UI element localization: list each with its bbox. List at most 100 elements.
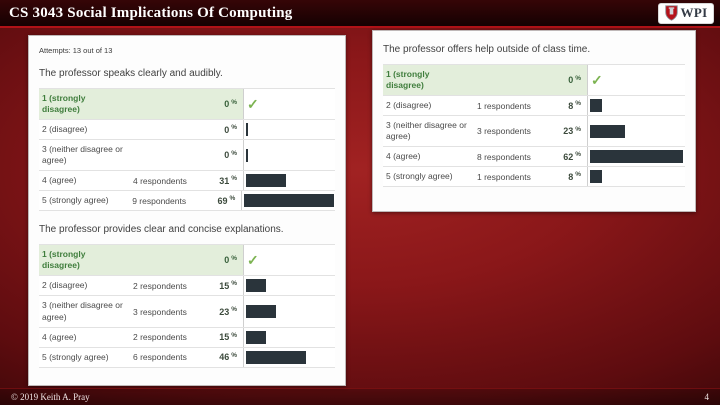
percent-number: 0 bbox=[224, 99, 230, 110]
bar-cell: ✓ bbox=[243, 171, 335, 191]
table-row: 2 (disagree) 2 respondents 15 % ✓ bbox=[39, 276, 335, 297]
answer-label: 4 (agree) bbox=[42, 175, 77, 186]
respondents-count bbox=[129, 245, 205, 275]
answer-label: 3 (neither disagree or agree) bbox=[386, 120, 467, 142]
table-row: 1 (strongly disagree) 0 % ✓ bbox=[383, 65, 685, 97]
answer-label: 1 (strongly disagree) bbox=[42, 249, 86, 271]
bar bbox=[246, 305, 276, 319]
percent-value: 8 % bbox=[549, 167, 587, 186]
page-number: 4 bbox=[704, 392, 710, 402]
table-row: 4 (agree) 4 respondents 31 % ✓ bbox=[39, 171, 335, 192]
question-block-help: The professor offers help outside of cla… bbox=[383, 44, 685, 188]
wpi-logo-text: WPI bbox=[680, 5, 708, 20]
percent-value: 0 % bbox=[205, 89, 243, 119]
answer-label: 2 (disagree) bbox=[386, 100, 432, 111]
percent-value: 69 % bbox=[204, 191, 242, 210]
percent-sign: % bbox=[575, 100, 581, 108]
respondents-count bbox=[473, 65, 549, 95]
bar-cell: ✓ bbox=[243, 347, 335, 367]
bar-cell: ✓ bbox=[587, 65, 685, 96]
slide-title: CS 3043 Social Implications Of Computing bbox=[9, 4, 293, 21]
table-row: 2 (disagree) 0 % ✓ bbox=[39, 120, 335, 141]
percent-number: 0 bbox=[568, 75, 574, 86]
respondents-count bbox=[129, 140, 205, 170]
bar bbox=[246, 123, 248, 137]
table-row: 4 (agree) 8 respondents 62 % ✓ bbox=[383, 147, 685, 168]
respondents-count: 2 respondents bbox=[133, 332, 187, 343]
percent-number: 15 bbox=[219, 332, 230, 343]
respondents-count: 1 respondents bbox=[477, 100, 531, 111]
answer-label: 4 (agree) bbox=[42, 331, 77, 342]
answer-label: 3 (neither disagree or agree) bbox=[42, 300, 123, 322]
table-row: 1 (strongly disagree) 0 % ✓ bbox=[39, 245, 335, 277]
table-row: 1 (strongly disagree) 0 % ✓ bbox=[39, 89, 335, 121]
respondents-count bbox=[129, 89, 205, 119]
question-block-explanations: The professor provides clear and concise… bbox=[39, 224, 335, 368]
percent-sign: % bbox=[231, 175, 237, 183]
wpi-logo: WPI bbox=[658, 2, 714, 24]
bar bbox=[246, 330, 266, 344]
percent-value: 0 % bbox=[205, 140, 243, 170]
check-icon: ✓ bbox=[247, 96, 259, 113]
bar bbox=[590, 170, 602, 184]
bar-cell: ✓ bbox=[587, 167, 685, 187]
percent-number: 0 bbox=[224, 150, 230, 161]
respondents-count: 8 respondents bbox=[477, 151, 531, 162]
percent-number: 0 bbox=[224, 255, 230, 266]
check-icon: ✓ bbox=[247, 252, 259, 269]
question-block-speaks: The professor speaks clearly and audibly… bbox=[39, 68, 335, 212]
bar bbox=[246, 148, 248, 162]
percent-number: 0 bbox=[224, 124, 230, 135]
respondents-count: 3 respondents bbox=[477, 126, 531, 137]
answer-label: 5 (strongly agree) bbox=[42, 351, 109, 362]
percent-sign: % bbox=[231, 98, 237, 106]
percent-value: 15 % bbox=[205, 328, 243, 347]
percent-sign: % bbox=[575, 151, 581, 159]
percent-sign: % bbox=[229, 195, 236, 203]
bar-cell: ✓ bbox=[243, 89, 335, 120]
percent-sign: % bbox=[231, 331, 237, 339]
bar-cell: ✓ bbox=[243, 296, 335, 327]
survey-table: 1 (strongly disagree) 0 % ✓ 2 (disa bbox=[39, 88, 335, 212]
answer-label: 5 (strongly agree) bbox=[386, 171, 453, 182]
slide-footer: © 2019 Keith A. Pray 4 bbox=[0, 388, 720, 405]
bar-cell: ✓ bbox=[243, 120, 335, 140]
bar-cell: ✓ bbox=[587, 116, 685, 147]
answer-label: 4 (agree) bbox=[386, 151, 421, 162]
table-row: 4 (agree) 2 respondents 15 % ✓ bbox=[39, 327, 335, 348]
respondents-count: 2 respondents bbox=[133, 280, 187, 291]
percent-sign: % bbox=[231, 351, 237, 359]
bar-cell: ✓ bbox=[243, 276, 335, 296]
percent-value: 0 % bbox=[549, 65, 587, 95]
wpi-shield-icon bbox=[664, 5, 678, 21]
respondents-count: 9 respondents bbox=[132, 195, 187, 206]
respondents-count: 4 respondents bbox=[133, 175, 187, 186]
survey-table: 1 (strongly disagree) 0 % ✓ 2 (disa bbox=[383, 64, 685, 188]
answer-label: 1 (strongly disagree) bbox=[386, 69, 430, 91]
table-row: 3 (neither disagree or agree) 0 % ✓ bbox=[39, 140, 335, 172]
table-row: 2 (disagree) 1 respondents 8 % ✓ bbox=[383, 96, 685, 117]
answer-label: 2 (disagree) bbox=[42, 124, 88, 135]
respondents-count: 6 respondents bbox=[133, 352, 187, 363]
percent-value: 23 % bbox=[205, 296, 243, 326]
percent-number: 62 bbox=[563, 151, 574, 162]
answer-label: 1 (strongly disagree) bbox=[42, 93, 86, 115]
bar bbox=[246, 279, 266, 293]
percent-sign: % bbox=[231, 149, 237, 157]
percent-sign: % bbox=[575, 171, 581, 179]
percent-number: 31 bbox=[219, 175, 230, 186]
title-bar: CS 3043 Social Implications Of Computing… bbox=[0, 0, 720, 28]
bar-cell: ✓ bbox=[243, 140, 335, 171]
copyright-text: © 2019 Keith A. Pray bbox=[11, 392, 90, 402]
bar bbox=[244, 194, 334, 208]
question-title: The professor speaks clearly and audibly… bbox=[39, 68, 223, 79]
survey-panel-left: Attempts: 13 out of 13 The professor spe… bbox=[28, 35, 346, 386]
percent-sign: % bbox=[231, 254, 237, 262]
bar bbox=[590, 124, 625, 138]
percent-number: 15 bbox=[219, 280, 230, 291]
check-icon: ✓ bbox=[591, 72, 603, 89]
percent-value: 62 % bbox=[549, 147, 587, 166]
percent-sign: % bbox=[575, 125, 581, 133]
bar-cell: ✓ bbox=[241, 191, 335, 211]
